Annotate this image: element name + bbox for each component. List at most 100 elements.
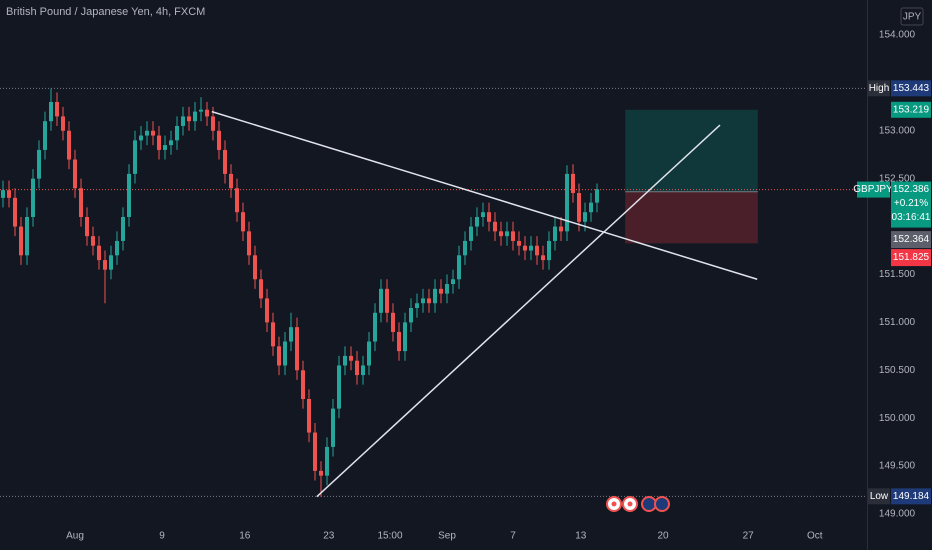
candle-body (277, 346, 281, 366)
x-tick-label: Oct (807, 531, 823, 542)
candle-body (469, 226, 473, 241)
candle-body (109, 255, 113, 270)
candle-body (127, 173, 131, 217)
candle-body (517, 240, 521, 246)
candle-body (571, 173, 575, 194)
candle-body (397, 331, 401, 352)
candle-body (157, 135, 161, 150)
candle-body (511, 231, 515, 241)
plot-area (0, 87, 867, 498)
candle-body (55, 102, 59, 117)
x-tick-label: 7 (510, 531, 516, 542)
candle-body (163, 145, 167, 150)
candle-body (133, 140, 137, 174)
time-axis (0, 522, 867, 550)
high-value-box (891, 80, 931, 97)
high-label-box (868, 80, 890, 97)
candle-body (463, 240, 467, 256)
candle-body (337, 365, 341, 409)
candle-body (121, 216, 125, 241)
candle-body (151, 130, 155, 136)
y-tick-label: 149.500 (879, 461, 916, 472)
candle-body (553, 226, 557, 241)
chart-title: British Pound / Japanese Yen, 4h, FXCM (6, 6, 205, 18)
candle-body (385, 288, 389, 313)
y-tick-label: 151.500 (879, 269, 916, 280)
y-tick-label: 150.500 (879, 365, 916, 376)
candle-body (37, 149, 41, 179)
candle-body (439, 288, 443, 294)
candle-body (391, 312, 395, 332)
candle-body (235, 188, 239, 213)
currency[interactable]: JPY (903, 12, 922, 23)
candle-body (139, 135, 143, 141)
candle-body (181, 116, 185, 126)
candle-body (559, 226, 563, 232)
candle-body (217, 130, 221, 150)
candle-body (247, 231, 251, 256)
high-value: 153.443 (893, 83, 930, 94)
candle-body (481, 212, 485, 217)
candle-body (493, 221, 497, 232)
entry-value: 152.364 (893, 234, 930, 245)
candle-body (457, 255, 461, 280)
candle-body (427, 298, 431, 304)
candle-body (271, 322, 275, 347)
stop-value-box (891, 249, 931, 267)
candle-body (241, 212, 245, 232)
candle-body (313, 432, 317, 471)
x-tick-label: Aug (66, 531, 84, 542)
target-value-box (891, 101, 931, 118)
candle-body (103, 260, 107, 270)
candle-body (523, 245, 527, 251)
candle-body (505, 231, 509, 237)
candle-body (421, 298, 425, 304)
high-label: High (869, 83, 890, 94)
candle-body (1, 190, 5, 198)
candle-body (193, 111, 197, 122)
x-tick-label: 15:00 (377, 531, 402, 542)
candle-body (373, 312, 377, 342)
trendline (316, 124, 721, 498)
last-price: 152.386 (893, 184, 930, 195)
x-tick-label: 13 (575, 531, 587, 542)
candle-body (259, 279, 263, 299)
candle-body (25, 216, 29, 256)
y-tick-label: 154.000 (879, 30, 916, 41)
candle-body (529, 245, 533, 251)
candle-body (409, 308, 413, 323)
candle-body (487, 212, 491, 222)
candle-body (253, 255, 257, 280)
candle-body (43, 121, 47, 150)
candle-body (13, 197, 17, 227)
candle-body (547, 240, 551, 261)
candle-body (301, 370, 305, 400)
candle-body (211, 116, 215, 131)
low-value: 149.184 (893, 491, 930, 502)
candle-body (91, 236, 95, 246)
position-stop-zone (625, 191, 758, 244)
candle-body (73, 159, 77, 189)
candle-body (7, 190, 11, 198)
candle-body (283, 341, 287, 366)
candle-body (205, 109, 209, 117)
candle-body (169, 140, 173, 146)
event-icons[interactable] (606, 496, 670, 512)
price-change: +0.21% (894, 198, 928, 209)
candle-body (229, 173, 233, 189)
candle-body (415, 303, 419, 309)
candle-body (175, 125, 179, 141)
candle-body (367, 341, 371, 366)
candle-body (97, 245, 101, 261)
candle-body (115, 240, 119, 256)
currency-box[interactable] (900, 7, 924, 26)
candle-body (451, 279, 455, 285)
candle-body (433, 288, 437, 304)
y-tick-label: 149.000 (879, 509, 916, 520)
candle-body (541, 255, 545, 261)
y-tick-label: 150.000 (879, 413, 916, 424)
candle-body (187, 116, 191, 122)
candle-body (61, 116, 65, 131)
